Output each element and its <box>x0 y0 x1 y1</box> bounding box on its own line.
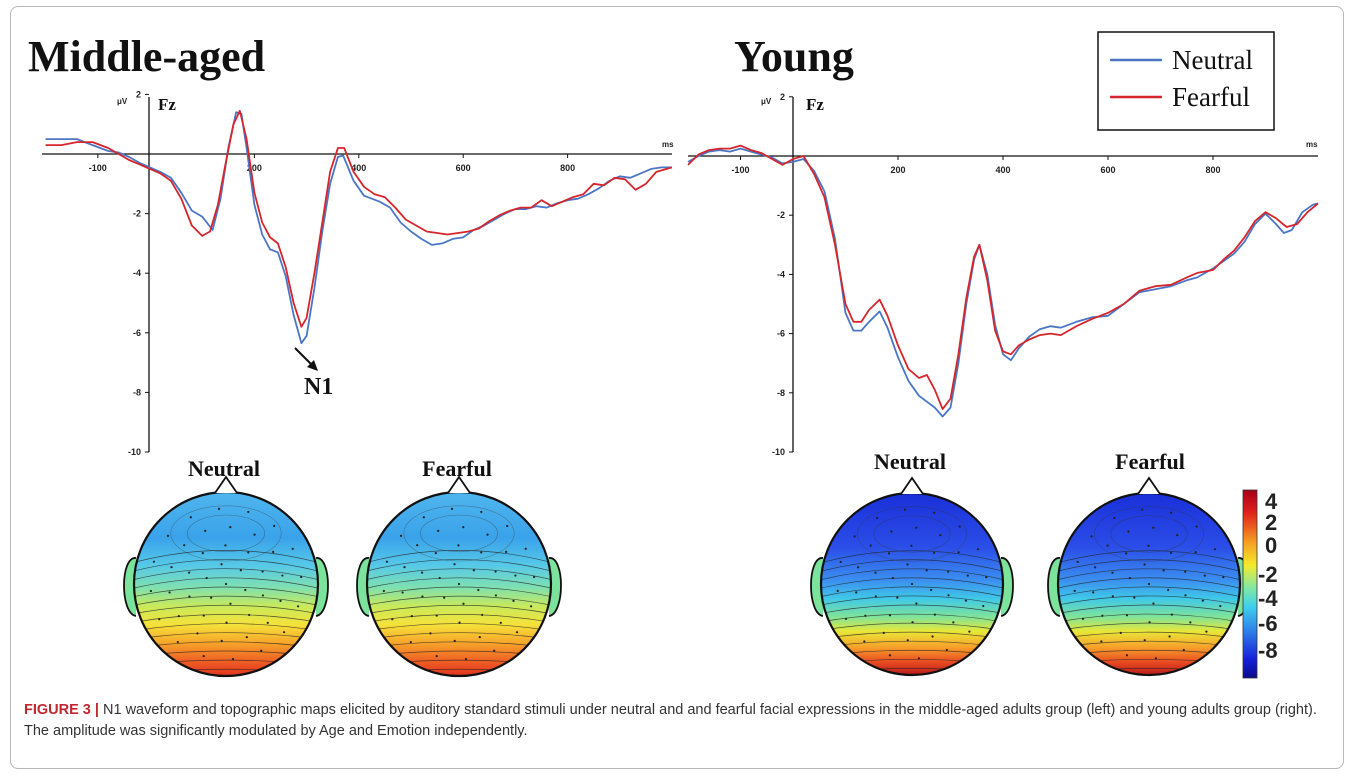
caption-figure-label: FIGURE 3 | <box>24 702 99 718</box>
nose-icon <box>1137 476 1161 495</box>
chart-middle-aged: μV Fz ms N1 -100 200 400 600 800 -10 -8 -6 -4 -2 2 <box>42 89 674 457</box>
topomap-young-fearful <box>1047 476 1251 677</box>
topomap-title-young-fearful: Fearful <box>1115 449 1185 474</box>
topomap-title-middle-neutral: Neutral <box>188 456 260 481</box>
electrodes <box>382 507 536 661</box>
left-ear <box>356 557 370 617</box>
right-ear <box>315 557 329 617</box>
colorbar-tick: -4 <box>1258 586 1278 611</box>
y-tick-label: 2 <box>780 92 785 102</box>
n1-annotation: N1 <box>304 374 333 400</box>
x-tick-label: 600 <box>1100 165 1115 175</box>
x-tick-label: 200 <box>247 163 262 173</box>
colorbar-tick: -8 <box>1258 638 1278 663</box>
xlabel-young: ms <box>1306 140 1318 149</box>
colorbar-tick: 2 <box>1265 510 1277 535</box>
channel-label-young: Fz <box>806 95 824 114</box>
nose-icon <box>214 475 238 494</box>
chart-title-middle-aged: Middle-aged <box>28 32 265 81</box>
series-line-neutral-young <box>687 147 1319 418</box>
y-tick-label: -8 <box>777 388 785 398</box>
x-tick-label: 400 <box>995 165 1010 175</box>
figure-caption: FIGURE 3 | N1 waveform and topographic m… <box>24 700 1324 742</box>
ylabel-middle-aged: μV <box>117 97 128 106</box>
colorbar-tick: -2 <box>1258 562 1278 587</box>
y-tick-label: 2 <box>136 89 141 99</box>
figure-canvas: Middle-aged Young Neutral Fearful μV Fz … <box>28 31 1319 679</box>
caption-text: N1 waveform and topographic maps elicite… <box>24 702 1317 739</box>
x-tick-label: 800 <box>1205 165 1220 175</box>
chart-title-young: Young <box>734 32 854 81</box>
topomap-title-middle-fearful: Fearful <box>422 456 492 481</box>
topomap-middle-fearful <box>356 475 562 678</box>
y-tick-label: -10 <box>128 447 141 457</box>
n1-arrowhead <box>307 360 318 371</box>
colorbar-tick: -6 <box>1258 611 1278 636</box>
legend-label-fearful: Fearful <box>1172 82 1250 112</box>
y-tick-label: -6 <box>777 329 785 339</box>
left-ear <box>123 557 137 617</box>
topomap-young-neutral <box>810 476 1014 677</box>
x-tick-label: 200 <box>890 165 905 175</box>
series-line-fearful-young <box>687 144 1319 410</box>
series-line-neutral-middle-aged <box>45 111 672 345</box>
n1-arrow <box>294 347 314 367</box>
xlabel-middle-aged: ms <box>662 140 674 149</box>
right-ear <box>1000 557 1014 617</box>
x-tick-label: -100 <box>89 163 107 173</box>
x-tick-label: 600 <box>456 163 471 173</box>
y-tick-label: -4 <box>777 269 785 279</box>
series-line-fearful-middle-aged <box>45 109 673 328</box>
left-ear <box>810 557 824 617</box>
x-tick-label: 400 <box>351 163 366 173</box>
topomap-title-young-neutral: Neutral <box>874 449 946 474</box>
colorbar-gradient <box>1242 489 1258 679</box>
left-ear <box>1047 557 1061 617</box>
y-tick-label: -8 <box>133 387 141 397</box>
y-tick-label: -2 <box>133 209 141 219</box>
electrodes <box>836 508 988 660</box>
x-tick-label: 800 <box>560 163 575 173</box>
y-tick-label: -10 <box>772 447 785 457</box>
ylabel-young: μV <box>761 97 772 106</box>
colorbar-tick: 0 <box>1265 533 1277 558</box>
legend-label-neutral: Neutral <box>1172 45 1253 75</box>
topomap-middle-neutral <box>123 475 329 678</box>
y-tick-label: -2 <box>777 210 785 220</box>
y-tick-label: -6 <box>133 328 141 338</box>
x-tick-label: -100 <box>731 165 749 175</box>
y-tick-label: -4 <box>133 268 141 278</box>
nose-icon <box>900 476 924 495</box>
electrodes <box>1073 508 1225 660</box>
chart-young: μV Fz ms -100 200 400 600 800 -10 -8 -6 -4 -2 2 <box>687 92 1319 457</box>
contour-lines <box>1058 506 1240 673</box>
nose-icon <box>447 475 471 494</box>
channel-label-middle-aged: Fz <box>158 95 176 114</box>
colorbar: 4 2 0 -2 -4 -6 -8 <box>1242 489 1278 679</box>
electrodes <box>149 507 303 661</box>
colorbar-tick: 4 <box>1265 489 1278 514</box>
right-ear <box>548 557 562 617</box>
legend: Neutral Fearful <box>1097 31 1275 131</box>
